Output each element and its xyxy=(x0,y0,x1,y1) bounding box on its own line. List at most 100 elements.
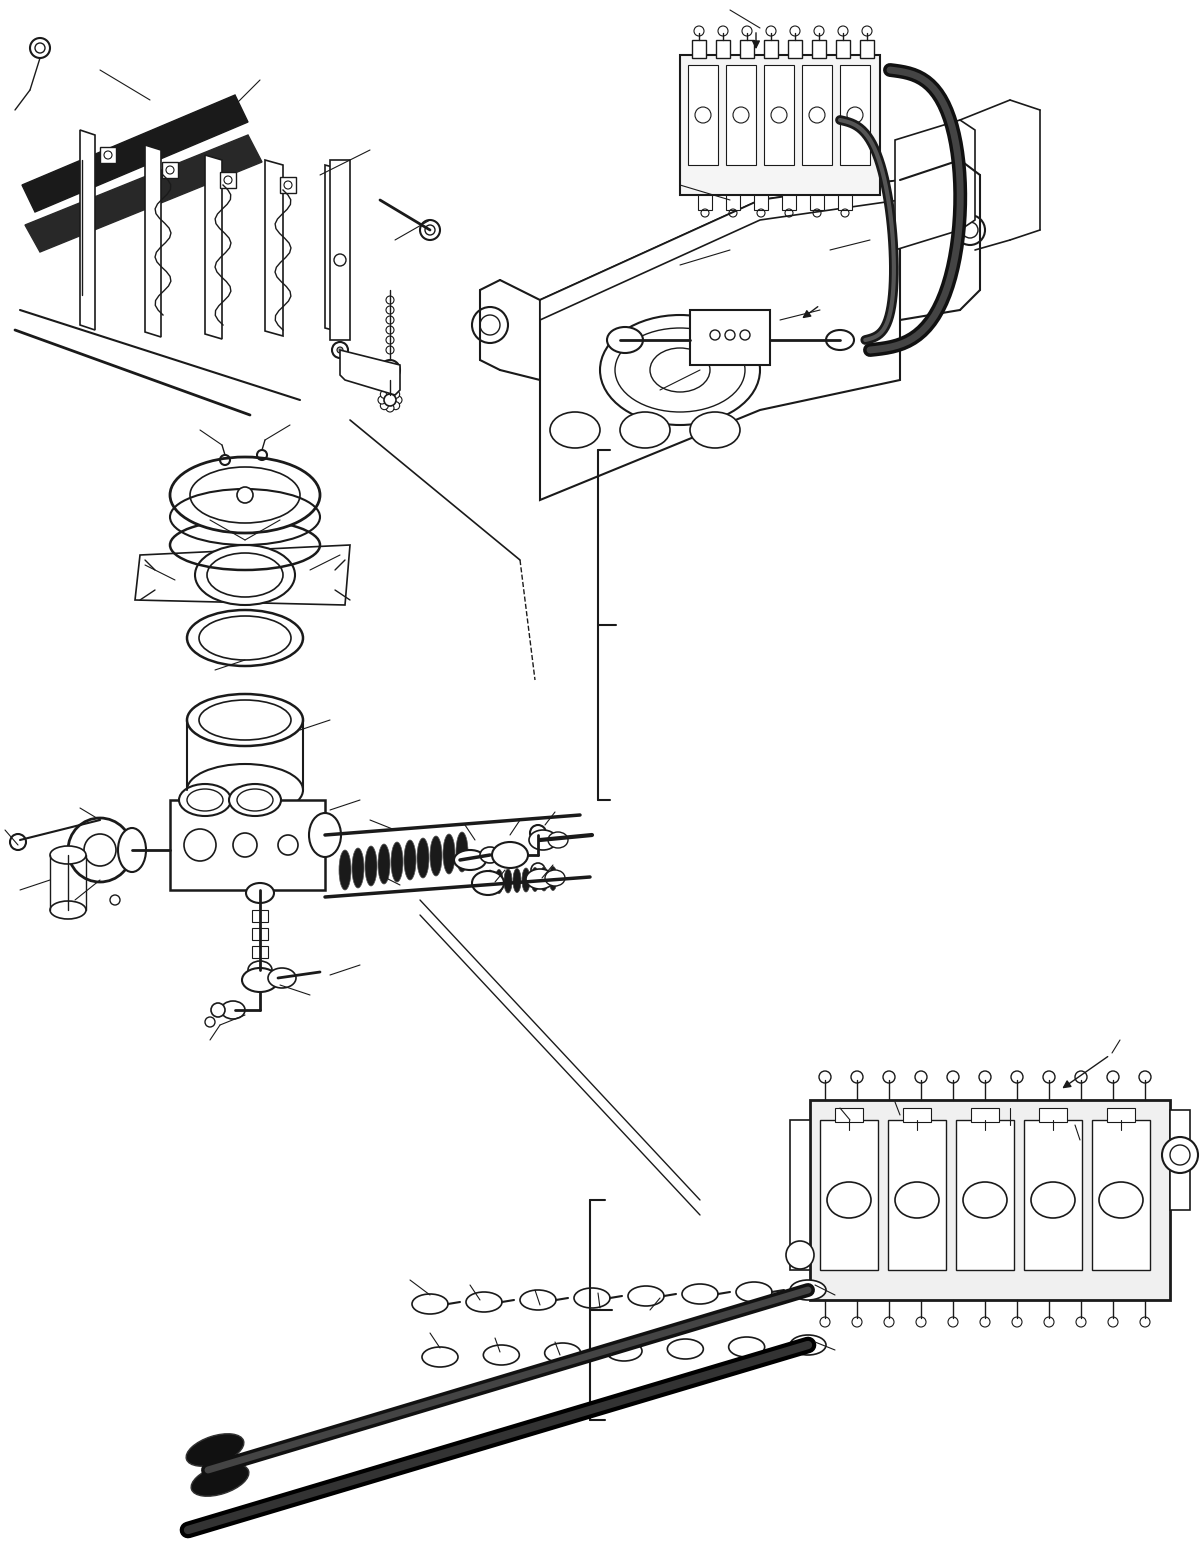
Ellipse shape xyxy=(549,866,557,891)
Ellipse shape xyxy=(827,1182,871,1218)
Circle shape xyxy=(237,488,252,503)
Circle shape xyxy=(847,106,863,123)
Ellipse shape xyxy=(352,849,364,888)
Circle shape xyxy=(980,1318,990,1327)
Bar xyxy=(840,66,870,166)
Circle shape xyxy=(224,177,232,184)
Circle shape xyxy=(915,1071,927,1083)
Ellipse shape xyxy=(492,842,528,867)
Ellipse shape xyxy=(667,1339,703,1358)
Circle shape xyxy=(111,896,120,905)
Circle shape xyxy=(377,395,386,403)
Circle shape xyxy=(1108,1318,1118,1327)
Bar xyxy=(783,195,796,209)
Bar xyxy=(754,195,768,209)
Ellipse shape xyxy=(242,967,278,993)
Bar xyxy=(838,195,852,209)
Bar xyxy=(740,41,754,58)
Bar xyxy=(690,309,770,366)
Ellipse shape xyxy=(190,467,300,524)
Circle shape xyxy=(1075,1071,1087,1083)
Ellipse shape xyxy=(545,871,565,886)
Circle shape xyxy=(883,1318,894,1327)
Bar xyxy=(716,41,730,58)
Ellipse shape xyxy=(526,869,554,889)
Ellipse shape xyxy=(188,694,303,746)
Circle shape xyxy=(383,394,395,406)
Ellipse shape xyxy=(1031,1182,1075,1218)
Bar xyxy=(789,41,802,58)
Ellipse shape xyxy=(531,867,538,891)
Circle shape xyxy=(233,833,257,857)
Bar xyxy=(802,66,832,166)
Ellipse shape xyxy=(191,1465,249,1496)
Bar xyxy=(692,41,706,58)
Circle shape xyxy=(1162,1136,1198,1172)
Polygon shape xyxy=(135,545,350,605)
Circle shape xyxy=(206,1018,215,1027)
Circle shape xyxy=(1139,1318,1150,1327)
Bar xyxy=(280,177,296,192)
Ellipse shape xyxy=(504,869,512,892)
Ellipse shape xyxy=(600,316,760,425)
Circle shape xyxy=(386,403,394,413)
Ellipse shape xyxy=(682,1283,718,1304)
Ellipse shape xyxy=(963,1182,1007,1218)
Ellipse shape xyxy=(404,839,416,880)
Circle shape xyxy=(978,1071,990,1083)
Ellipse shape xyxy=(575,1288,609,1308)
Bar xyxy=(162,163,178,178)
Bar xyxy=(252,910,268,922)
Ellipse shape xyxy=(50,900,87,919)
Polygon shape xyxy=(540,180,900,500)
Ellipse shape xyxy=(790,1335,826,1355)
Ellipse shape xyxy=(248,961,272,978)
Circle shape xyxy=(337,347,343,353)
Ellipse shape xyxy=(365,846,377,886)
Bar xyxy=(1039,1108,1067,1122)
Circle shape xyxy=(166,166,174,173)
Ellipse shape xyxy=(118,828,145,872)
Bar xyxy=(1091,1121,1150,1271)
Circle shape xyxy=(212,1003,225,1018)
Circle shape xyxy=(710,330,720,341)
Bar xyxy=(100,147,117,163)
Ellipse shape xyxy=(480,847,500,863)
Ellipse shape xyxy=(690,413,740,449)
Circle shape xyxy=(820,1318,831,1327)
Bar xyxy=(1107,1108,1135,1122)
Bar xyxy=(835,1108,863,1122)
Ellipse shape xyxy=(339,850,351,889)
Ellipse shape xyxy=(529,830,557,850)
Circle shape xyxy=(809,106,825,123)
Ellipse shape xyxy=(895,1182,939,1218)
Circle shape xyxy=(956,216,984,245)
Circle shape xyxy=(385,366,395,375)
Circle shape xyxy=(284,181,292,189)
Bar xyxy=(956,1121,1014,1271)
Polygon shape xyxy=(264,159,282,336)
Ellipse shape xyxy=(412,1294,448,1314)
Polygon shape xyxy=(895,120,975,250)
Ellipse shape xyxy=(548,832,569,849)
Circle shape xyxy=(819,1071,831,1083)
Ellipse shape xyxy=(607,327,643,353)
Ellipse shape xyxy=(169,456,320,533)
Bar xyxy=(1170,1110,1190,1210)
Bar xyxy=(971,1108,999,1122)
Ellipse shape xyxy=(545,1343,581,1363)
Circle shape xyxy=(852,1318,862,1327)
Circle shape xyxy=(770,106,787,123)
Bar xyxy=(252,946,268,958)
Bar xyxy=(169,800,325,889)
Ellipse shape xyxy=(309,813,341,857)
Ellipse shape xyxy=(513,869,520,892)
Circle shape xyxy=(1012,1318,1022,1327)
Ellipse shape xyxy=(230,785,281,816)
Circle shape xyxy=(883,1071,895,1083)
Circle shape xyxy=(1045,1318,1054,1327)
Polygon shape xyxy=(540,180,900,320)
Bar xyxy=(698,195,712,209)
Ellipse shape xyxy=(540,867,548,891)
Circle shape xyxy=(947,1071,959,1083)
